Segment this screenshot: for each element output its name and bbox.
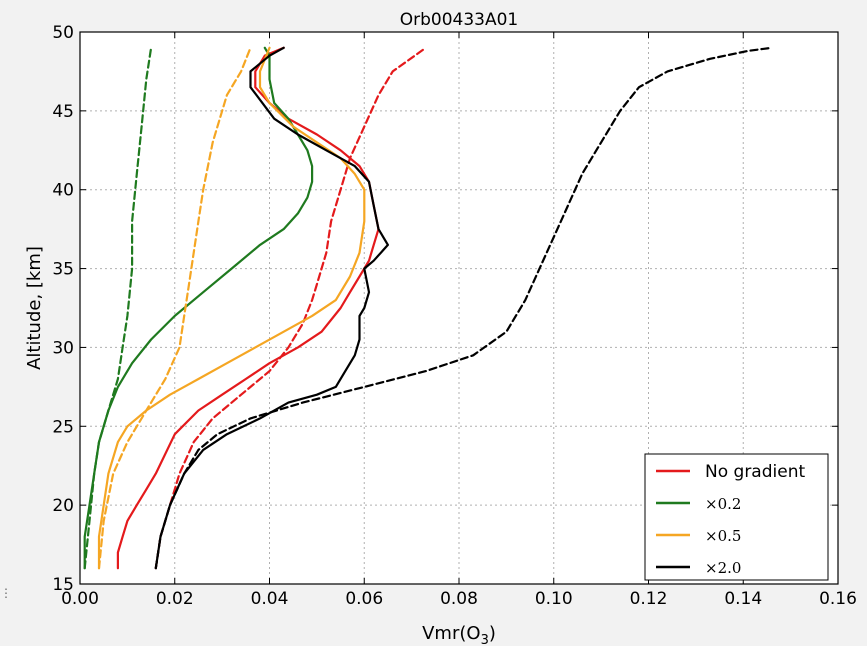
x-tick-label: 0.16 (819, 589, 857, 609)
series-lines (83, 46, 773, 570)
series-line-1-dashed (154, 46, 427, 570)
legend-label: ×0.5 (705, 527, 741, 545)
x-tick-label: 0.08 (440, 589, 478, 609)
series-line-7-dashed (154, 46, 773, 570)
y-tick-label: 45 (52, 102, 74, 122)
y-tick-label: 50 (52, 23, 74, 43)
legend-label: No gradient (705, 462, 805, 482)
series-line-4-solid (97, 46, 366, 570)
x-tick-label: 0.12 (630, 589, 668, 609)
x-tick-label: 0.02 (156, 589, 194, 609)
y-tick-label: 30 (52, 338, 74, 358)
y-axis-label: Altitude, [km] (24, 246, 45, 370)
y-tick-label: 15 (52, 575, 74, 595)
legend-items: No gradient ×0.2 ×0.5 ×2.0 (656, 462, 805, 577)
legend: No gradient ×0.2 ×0.5 ×2.0 (644, 453, 829, 581)
series-line-5-dashed (97, 46, 252, 570)
series-line-6-solid (154, 46, 389, 570)
y-tick-label: 40 (52, 181, 74, 201)
y-axis-ticks: 15 20 25 30 35 40 45 50 (52, 23, 838, 595)
x-axis-ticks: 0.00 0.02 0.04 0.06 0.08 0.10 0.12 0.14 0.16 (61, 32, 857, 609)
x-tick-label: 0.00 (61, 589, 99, 609)
legend-label: ×0.2 (705, 495, 741, 513)
x-axis-label-main: Vmr(O (422, 623, 480, 644)
x-tick-label: 0.04 (251, 589, 289, 609)
legend-label: ×2.0 (705, 559, 741, 577)
chart-title: Orb00433A01 (400, 10, 519, 30)
x-tick-label: 0.14 (724, 589, 762, 609)
y-tick-label: 35 (52, 260, 74, 280)
x-axis-label-close: ) (489, 623, 496, 644)
y-tick-label: 25 (52, 417, 74, 437)
series-line-3-dashed (83, 46, 153, 570)
legend-box (644, 453, 829, 581)
edge-glyph: ⋮ (0, 586, 12, 600)
y-tick-label: 20 (52, 496, 74, 516)
x-axis-label-subscript: 3 (481, 633, 489, 646)
x-axis-label: Vmr(O3) (422, 623, 496, 646)
x-tick-label: 0.10 (535, 589, 573, 609)
x-tick-label: 0.06 (345, 589, 383, 609)
